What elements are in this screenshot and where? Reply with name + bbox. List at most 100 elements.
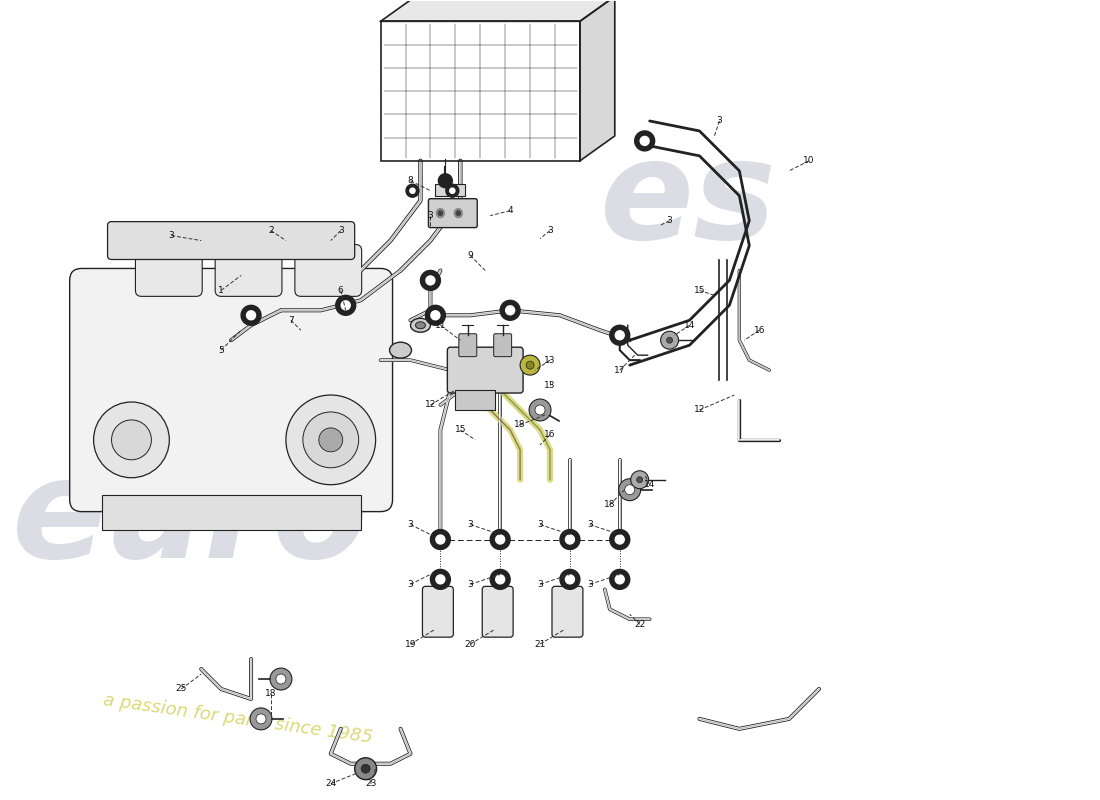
Text: 3: 3 [408, 520, 414, 529]
Text: 21: 21 [535, 640, 546, 649]
Circle shape [430, 570, 450, 590]
Text: 18: 18 [515, 421, 526, 430]
Bar [101, 494, 361, 530]
Bar [455, 390, 495, 410]
Circle shape [354, 758, 376, 780]
Text: 16: 16 [544, 430, 556, 439]
Text: 23: 23 [365, 779, 376, 788]
Text: 12: 12 [694, 406, 705, 414]
Circle shape [609, 570, 629, 590]
Circle shape [560, 570, 580, 590]
Circle shape [565, 535, 574, 544]
FancyBboxPatch shape [552, 586, 583, 637]
Circle shape [565, 575, 574, 584]
Text: 10: 10 [803, 156, 815, 166]
Ellipse shape [437, 209, 444, 218]
Circle shape [430, 530, 450, 550]
Circle shape [420, 270, 440, 290]
Text: a passion for parts since 1985: a passion for parts since 1985 [101, 691, 373, 746]
Circle shape [526, 361, 535, 369]
Text: 13: 13 [544, 356, 556, 365]
Text: 8: 8 [408, 176, 414, 186]
FancyBboxPatch shape [69, 269, 393, 512]
Circle shape [630, 470, 649, 489]
FancyBboxPatch shape [482, 586, 513, 637]
Circle shape [431, 311, 440, 320]
Text: 3: 3 [587, 580, 593, 589]
Text: 7: 7 [288, 316, 294, 325]
Circle shape [535, 405, 544, 415]
Text: 9: 9 [468, 251, 473, 260]
Circle shape [270, 668, 292, 690]
Circle shape [241, 306, 261, 326]
Circle shape [496, 535, 505, 544]
Circle shape [506, 306, 515, 314]
Circle shape [661, 331, 679, 349]
Circle shape [446, 184, 459, 198]
Text: 20: 20 [464, 640, 476, 649]
Text: es: es [600, 133, 777, 268]
Circle shape [439, 174, 452, 188]
Circle shape [410, 188, 415, 194]
Ellipse shape [456, 211, 460, 215]
Text: 19: 19 [405, 640, 416, 649]
Text: 22: 22 [634, 620, 646, 629]
FancyBboxPatch shape [108, 222, 354, 259]
Text: 11: 11 [434, 321, 447, 330]
Text: 3: 3 [547, 226, 553, 235]
FancyBboxPatch shape [216, 245, 282, 296]
Text: 3: 3 [587, 520, 593, 529]
Ellipse shape [439, 211, 442, 215]
Circle shape [619, 478, 640, 501]
Bar [436, 184, 465, 196]
Text: 3: 3 [338, 226, 343, 235]
Text: 17: 17 [614, 366, 626, 374]
Bar [381, 22, 580, 161]
Circle shape [615, 575, 624, 584]
Circle shape [609, 530, 629, 550]
Text: 3: 3 [468, 580, 473, 589]
Circle shape [436, 535, 444, 544]
Circle shape [426, 276, 434, 285]
Circle shape [667, 338, 672, 343]
Circle shape [615, 330, 624, 340]
Ellipse shape [416, 322, 426, 329]
Text: 14: 14 [684, 321, 695, 330]
Text: 14: 14 [644, 480, 656, 490]
Circle shape [336, 295, 355, 315]
Text: 3: 3 [468, 520, 473, 529]
FancyBboxPatch shape [295, 245, 362, 296]
Circle shape [520, 355, 540, 375]
Circle shape [302, 412, 359, 468]
Circle shape [436, 575, 444, 584]
Text: 5: 5 [218, 346, 224, 354]
Circle shape [406, 184, 419, 198]
Text: 6: 6 [338, 286, 343, 295]
Circle shape [635, 131, 654, 151]
Polygon shape [381, 0, 615, 22]
Circle shape [94, 402, 169, 478]
Text: 2: 2 [268, 226, 274, 235]
Text: 12: 12 [425, 401, 436, 410]
Text: 15: 15 [694, 286, 705, 295]
Circle shape [529, 399, 551, 421]
Circle shape [450, 188, 455, 194]
Circle shape [500, 300, 520, 320]
Text: euro: euro [12, 452, 369, 587]
Circle shape [496, 575, 505, 584]
Circle shape [615, 535, 624, 544]
FancyBboxPatch shape [494, 334, 512, 357]
Text: 24: 24 [326, 779, 337, 788]
Text: 25: 25 [176, 685, 187, 694]
Circle shape [625, 485, 635, 494]
Polygon shape [580, 0, 615, 161]
Text: 4: 4 [507, 206, 513, 215]
Text: 18: 18 [604, 500, 616, 509]
Text: 13: 13 [544, 381, 556, 390]
FancyBboxPatch shape [459, 334, 476, 357]
Text: 3: 3 [428, 211, 433, 220]
Text: 18: 18 [265, 690, 277, 698]
FancyBboxPatch shape [428, 198, 477, 228]
Circle shape [361, 764, 370, 773]
Circle shape [111, 420, 152, 460]
